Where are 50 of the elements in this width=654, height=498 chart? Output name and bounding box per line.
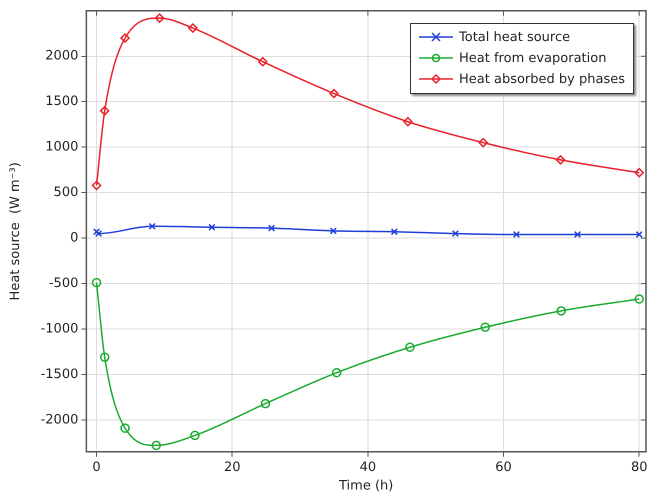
point: [260, 398, 270, 408]
point: [120, 423, 130, 433]
point: [556, 155, 566, 165]
y-tick-label: 1500: [45, 94, 78, 110]
x-tick-label: 60: [495, 460, 512, 475]
point: [154, 13, 164, 23]
x-axis-title: Time (h): [338, 478, 394, 494]
point: [332, 368, 342, 378]
point: [92, 180, 102, 190]
point: [268, 224, 276, 232]
point: [151, 440, 161, 450]
point: [390, 228, 398, 236]
point: [120, 33, 130, 43]
point: [636, 230, 643, 238]
point: [478, 138, 488, 148]
point: [634, 294, 644, 304]
legend-label: Total heat source: [459, 30, 570, 45]
point: [512, 230, 520, 238]
y-axis-title: Heat source (W m⁻³): [8, 162, 24, 300]
x-tick-label: 20: [224, 460, 240, 475]
point: [480, 322, 490, 332]
point: [330, 227, 337, 234]
y-tick-label: 1000: [45, 140, 78, 155]
point: [208, 224, 216, 231]
point: [452, 230, 459, 238]
point: [100, 352, 110, 362]
point: [92, 278, 102, 288]
y-tick-label: -1000: [40, 321, 78, 336]
point: [405, 342, 415, 352]
x-tick-label: 0: [92, 460, 101, 475]
x-tick-label: 80: [630, 460, 648, 475]
point: [329, 88, 339, 98]
y-tick-label: 500: [54, 185, 78, 200]
point: [148, 222, 156, 230]
point: [188, 23, 198, 33]
point: [190, 430, 200, 440]
point: [634, 168, 644, 178]
y-tick-label: -1500: [40, 366, 78, 382]
point: [403, 116, 413, 126]
y-tick-label: -500: [48, 276, 78, 291]
legend-label: Heat absorbed by phases: [459, 72, 625, 87]
y-tick-label: 2000: [45, 48, 78, 64]
point: [574, 230, 582, 238]
legend-label: Heat from evaporation: [459, 50, 606, 66]
y-tick-label: 0: [70, 230, 78, 246]
point: [258, 56, 268, 66]
point: [556, 306, 566, 316]
y-tick-label: -2000: [40, 412, 78, 428]
point: [100, 106, 110, 116]
x-tick-label: 40: [360, 460, 376, 475]
